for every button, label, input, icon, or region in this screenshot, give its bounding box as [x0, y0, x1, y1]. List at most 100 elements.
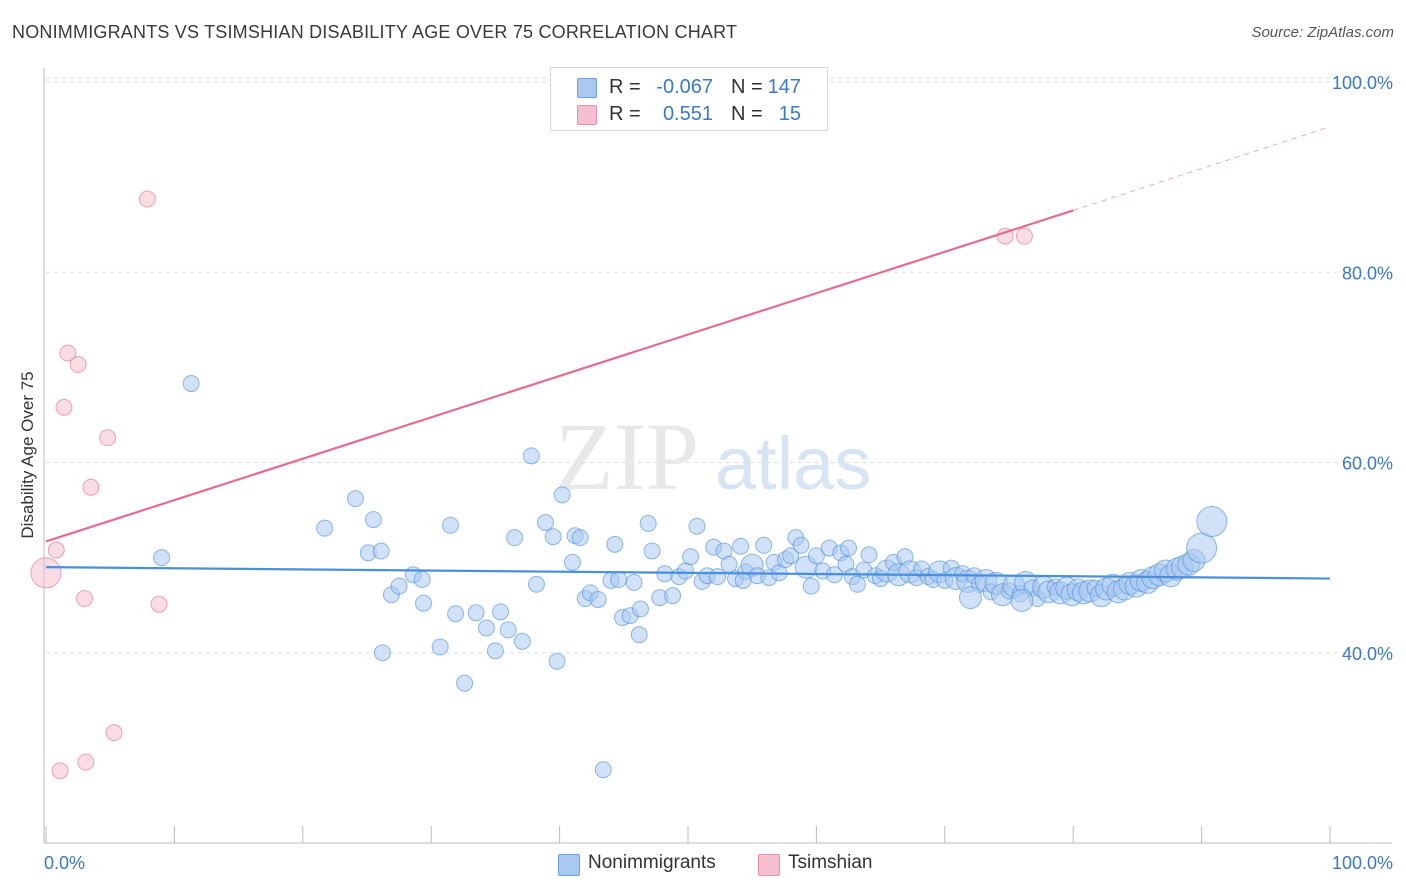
nonimmigrants-point: [625, 573, 643, 591]
nonimmigrants-point: [606, 535, 624, 553]
tsimshian-point: [77, 753, 95, 771]
nonimmigrants-point: [182, 375, 200, 393]
tsimshian-point: [51, 762, 69, 780]
nonimmigrants-point: [390, 577, 408, 595]
legend-row-tsimshian: R = 0.551 N = 15: [551, 101, 827, 127]
nonimmigrants-point: [316, 519, 334, 537]
legend-r-value: -0.067: [656, 76, 713, 98]
tsimshian-point: [150, 595, 168, 613]
nonimmigrants-point: [639, 514, 657, 532]
legend-r-value: 0.551: [662, 103, 713, 125]
nonimmigrants-point: [664, 587, 682, 605]
legend-n-label: N =: [731, 103, 763, 125]
nonimmigrants-point: [1186, 532, 1218, 564]
nonimmigrants-point: [527, 575, 545, 593]
legend-swatch-tsimshian: [577, 105, 597, 125]
tick-labels: 40.0% 60.0% 80.0% 100.0% 0.0% 100.0%: [44, 73, 1393, 873]
axes: [43, 68, 1392, 844]
nonimmigrants-point: [499, 621, 517, 639]
nonimmigrants-point: [467, 604, 485, 622]
nonimmigrants-point: [807, 547, 825, 565]
nonimmigrants-point: [688, 517, 706, 535]
x-tick-label: 0.0%: [44, 853, 85, 873]
bottom-legend-swatch: [758, 854, 780, 876]
nonimmigrants-point: [548, 652, 566, 670]
legend-n-label: N =: [731, 76, 763, 98]
tsimshian-point: [1015, 227, 1033, 245]
nonimmigrants-point: [413, 571, 431, 589]
nonimmigrants-point: [372, 542, 390, 560]
legend-n-value: 15: [778, 103, 801, 125]
nonimmigrants-point: [571, 529, 589, 547]
tsimshian-point: [82, 478, 100, 496]
tsimshian-point: [47, 541, 65, 559]
watermark-atlas: atlas: [715, 422, 871, 505]
nonimmigrants-point: [958, 586, 982, 610]
nonimmigrants-point: [364, 511, 382, 529]
legend-r-label: R =: [609, 76, 641, 98]
nonimmigrants-point: [1010, 588, 1034, 612]
nonimmigrants-point: [610, 571, 628, 589]
tsimshian-point: [69, 356, 87, 374]
tsimshian-point: [59, 344, 77, 362]
tsimshian-point: [76, 590, 94, 608]
watermark: ZIP atlas: [555, 403, 871, 510]
tsimshian-point: [99, 429, 117, 447]
nonimmigrants-point: [373, 644, 391, 662]
nonimmigrants-point: [860, 546, 878, 564]
legend-row-nonimmigrants: R = -0.067 N = 147: [551, 74, 827, 100]
nonimmigrants-point: [506, 529, 524, 547]
nonimmigrants-point: [522, 447, 540, 465]
tsimshian-point: [30, 557, 62, 589]
nonimmigrants-point: [456, 674, 474, 692]
nonimmigrants-point: [709, 568, 727, 586]
nonimmigrants-point: [544, 528, 562, 546]
bottom-legend-swatch: [558, 854, 580, 876]
nonimmigrants-point: [840, 539, 857, 557]
nonimmigrants-point: [414, 594, 432, 612]
nonimmigrants-point: [656, 565, 674, 583]
chart-title: NONIMMIGRANTS VS TSIMSHIAN DISABILITY AG…: [12, 22, 738, 42]
tsimshian-trend-extension: [1073, 126, 1331, 211]
y-tick-label: 80.0%: [1342, 263, 1393, 283]
nonimmigrants-point: [486, 642, 504, 660]
nonimmigrants-point: [720, 555, 738, 573]
tsimshian-point: [105, 724, 123, 742]
nonimmigrants-point: [676, 562, 694, 580]
nonimmigrants-point: [589, 590, 607, 608]
trend-lines: [45, 126, 1331, 580]
nonimmigrants-point: [594, 761, 612, 779]
legend-n-value: 147: [767, 76, 801, 98]
nonimmigrants-point: [682, 548, 700, 566]
nonimmigrants-point: [643, 542, 661, 560]
tsimshian-trend-line: [45, 209, 1074, 543]
y-tick-label: 40.0%: [1342, 644, 1393, 664]
bottom-legend-label: Tsimshian: [788, 852, 873, 873]
nonimmigrants-point: [732, 537, 750, 555]
legend-r-label: R =: [609, 103, 641, 125]
nonimmigrants-point: [477, 619, 495, 637]
nonimmigrants-point: [447, 605, 465, 623]
nonimmigrants-point: [441, 516, 459, 534]
nonimmigrants-point: [153, 549, 171, 567]
nonimmigrants-point: [734, 571, 752, 589]
nonimmigrants-point: [536, 513, 554, 531]
y-tick-label: 60.0%: [1342, 454, 1393, 474]
nonimmigrants-point: [553, 486, 571, 504]
nonimmigrants-trend-line: [45, 566, 1331, 580]
nonimmigrants-point: [792, 536, 810, 554]
x-tick-label: 100.0%: [1332, 853, 1393, 873]
nonimmigrants-point: [802, 577, 820, 595]
watermark-zip: ZIP: [555, 403, 699, 510]
source-label: Source: ZipAtlas.com: [1251, 24, 1394, 41]
y-axis-label: Disability Age Over 75: [18, 371, 37, 539]
nonimmigrants-point: [755, 536, 773, 554]
correlation-legend: R = -0.067 N = 147 R = 0.551 N = 15: [550, 67, 828, 131]
nonimmigrants-point: [782, 547, 800, 565]
tsimshian-point: [55, 398, 73, 416]
nonimmigrants-point: [431, 638, 449, 656]
nonimmigrants-point: [513, 632, 531, 650]
nonimmigrants-point: [346, 490, 364, 508]
bottom-legend-label: Nonimmigrants: [588, 852, 716, 873]
